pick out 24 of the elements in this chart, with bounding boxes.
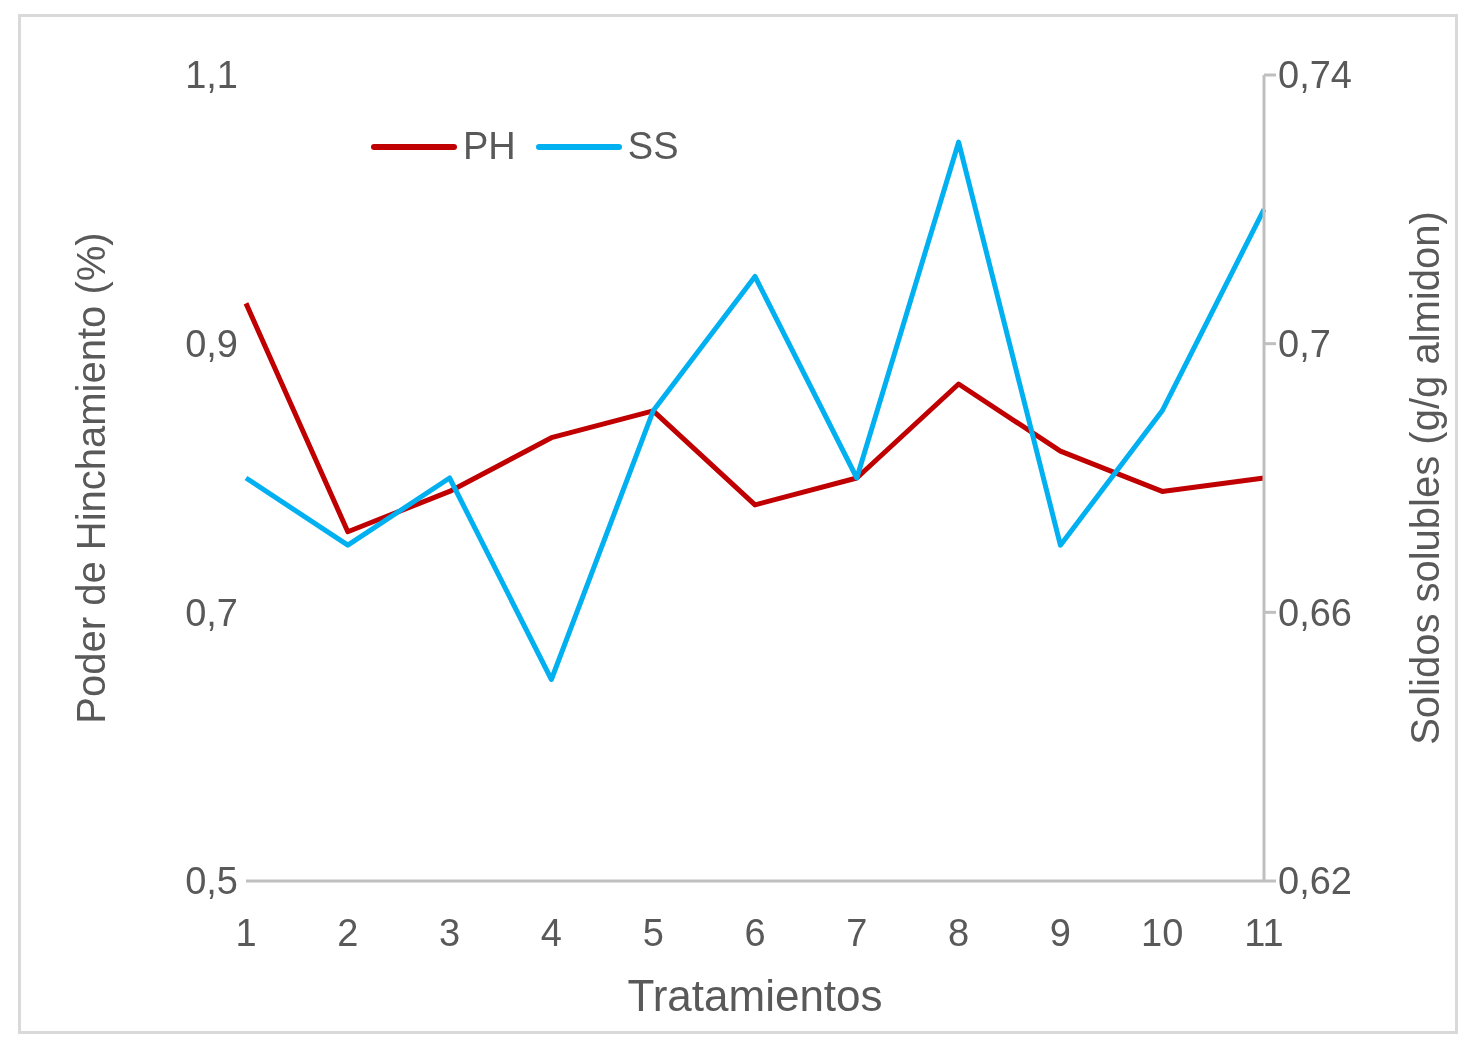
x-tick-label: 3 [439, 911, 461, 954]
x-tick-label: 8 [948, 911, 970, 954]
legend-label: PH [463, 125, 516, 168]
y-tick-label: 0,9 [185, 323, 238, 366]
y-tick-label: 0,7 [185, 591, 238, 634]
x-tick-label: 4 [540, 911, 562, 954]
y2-tick-label: 0,7 [1278, 323, 1331, 366]
x-tick-label: 6 [744, 911, 766, 954]
x-tick-label: 11 [1244, 911, 1284, 954]
y2-axis-title: Solidos solubles (g/g almidon) [1403, 211, 1448, 745]
y-axis-title: Poder de Hinchamiento (%) [69, 232, 114, 724]
x-tick-label: 1 [235, 911, 257, 954]
x-tick-label: 2 [337, 911, 359, 954]
y2-tick-label: 0,62 [1278, 860, 1352, 903]
x-tick-label: 7 [846, 911, 868, 954]
x-tick-label: 9 [1049, 911, 1071, 954]
legend-label: SS [627, 125, 679, 168]
y2-tick-label: 0,66 [1278, 591, 1352, 634]
y2-tick-label: 0,74 [1278, 54, 1352, 97]
x-tick-label: 5 [642, 911, 664, 954]
x-axis-title: Tratamientos [627, 971, 883, 1020]
y-tick-label: 1,1 [185, 54, 238, 97]
x-tick-label: 10 [1141, 911, 1184, 954]
y-tick-label: 0,5 [185, 860, 238, 903]
